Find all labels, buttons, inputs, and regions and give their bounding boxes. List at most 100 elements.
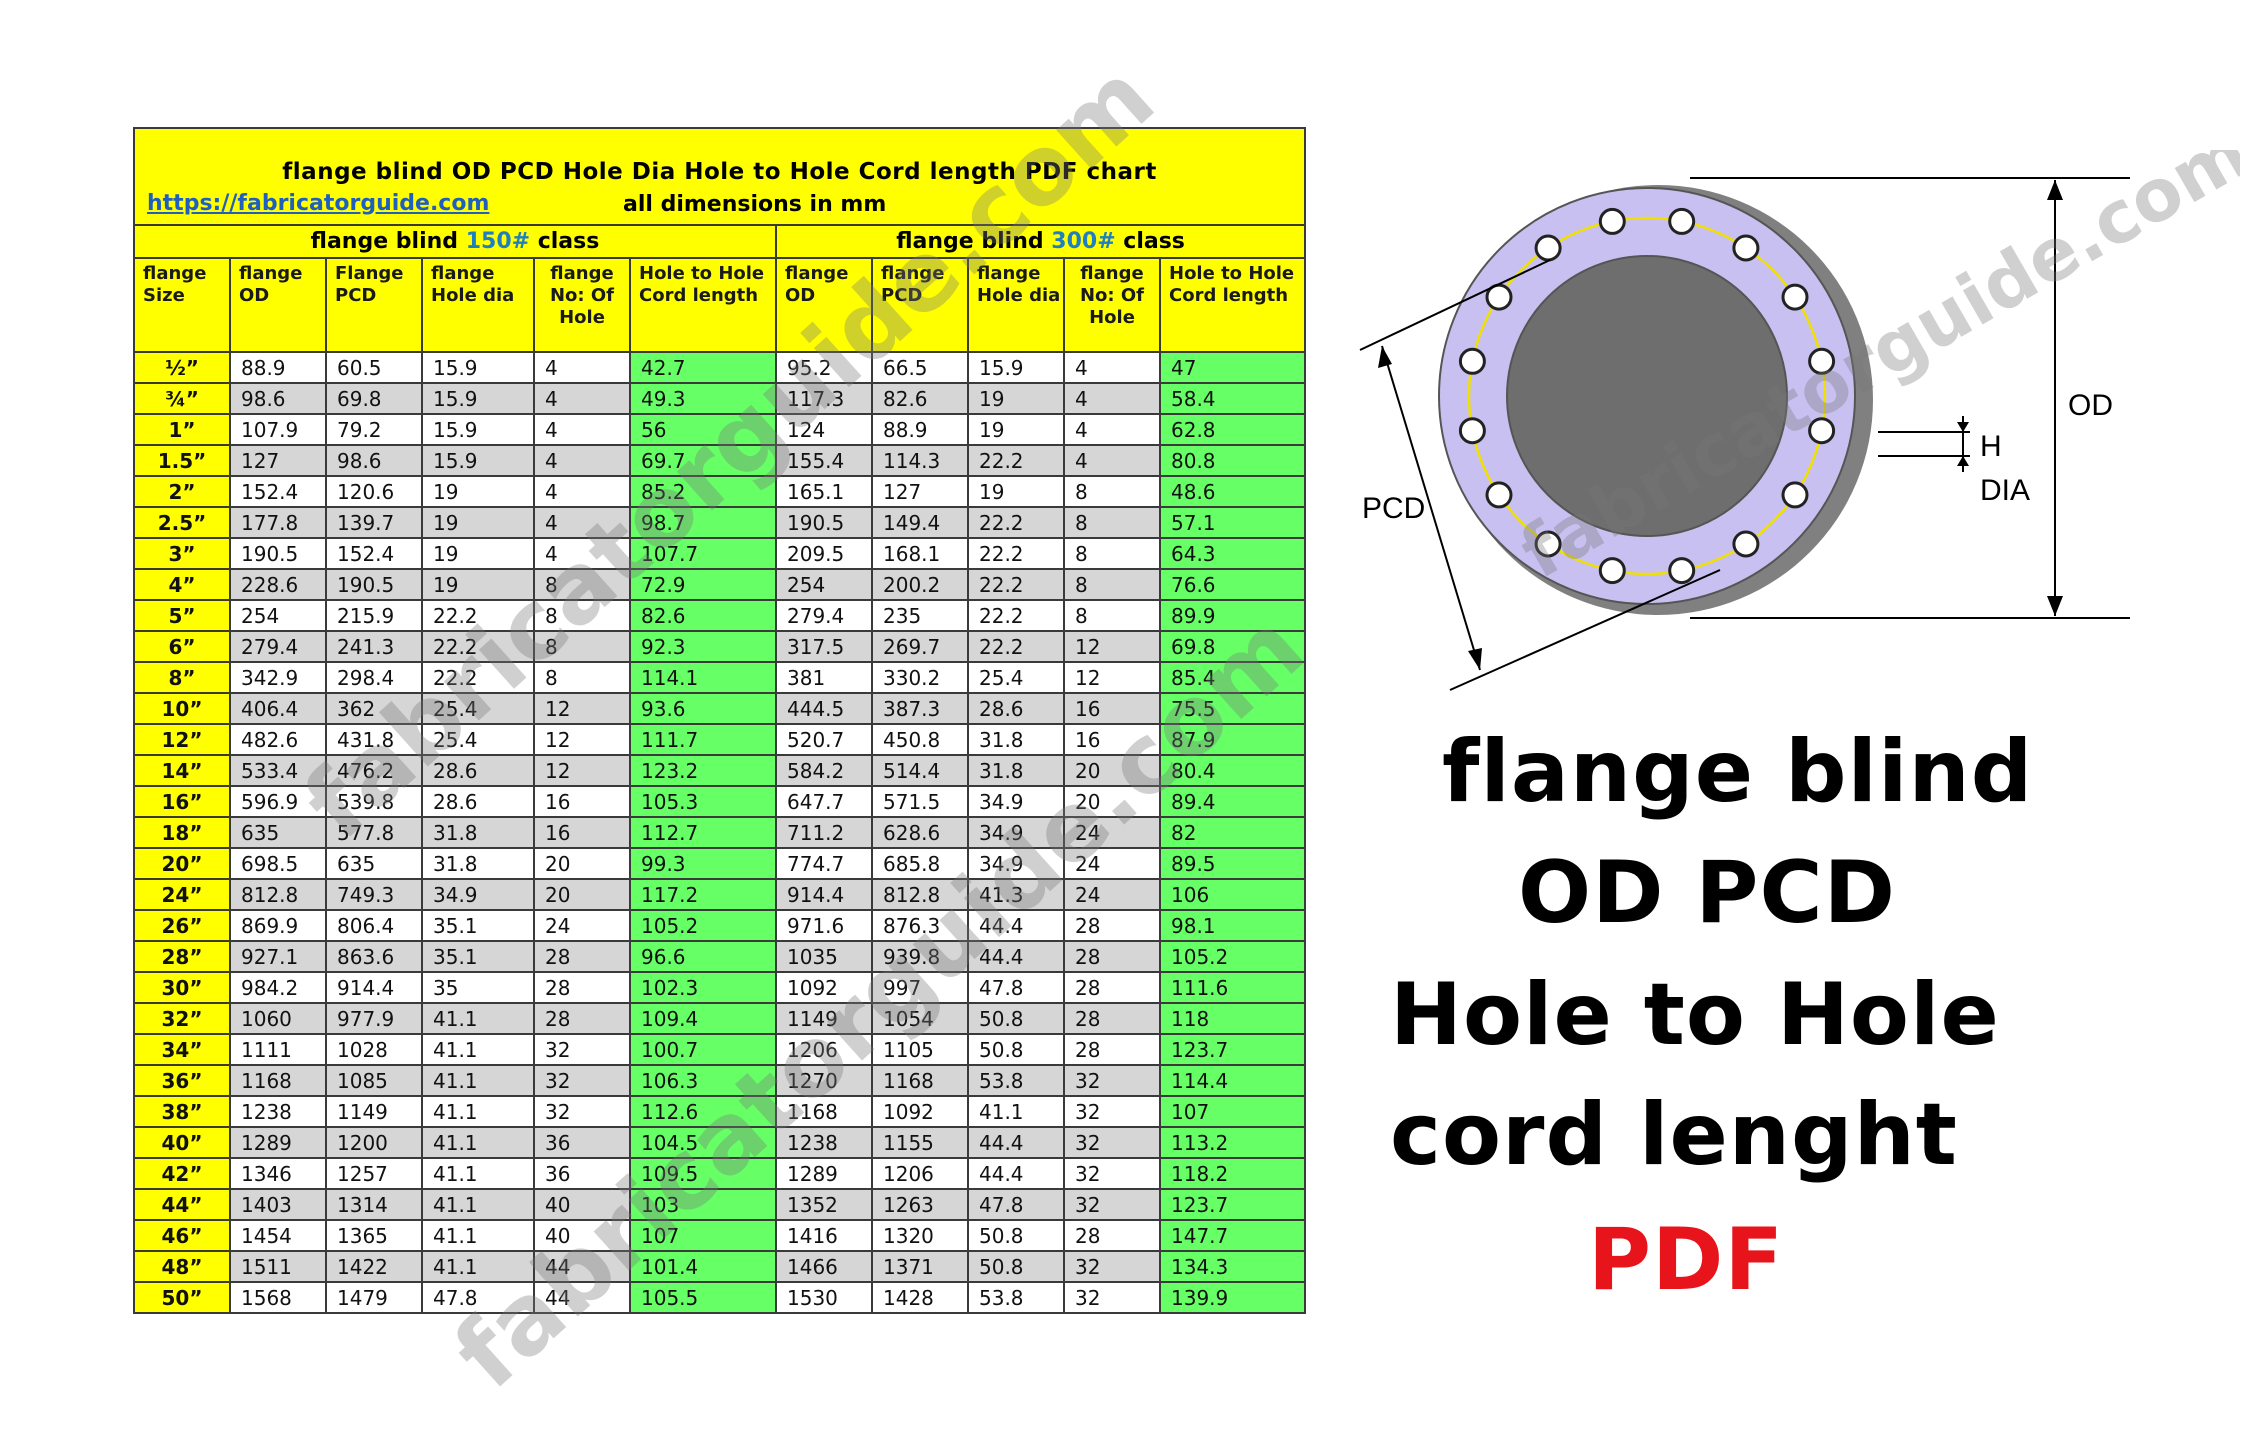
value-cell: 450.8 bbox=[871, 723, 969, 756]
value-cell: 47.8 bbox=[967, 1188, 1065, 1221]
cord-length-cell: 82.6 bbox=[629, 599, 777, 632]
value-cell: 8 bbox=[1063, 506, 1161, 539]
flange-table: flange blind OD PCD Hole Dia Hole to Hol… bbox=[132, 127, 1307, 1314]
value-cell: 1416 bbox=[775, 1219, 873, 1252]
pcd-arrow-bottom bbox=[1468, 648, 1482, 670]
cord-length-cell: 56 bbox=[629, 413, 777, 446]
value-cell: 28 bbox=[1063, 971, 1161, 1004]
value-cell: 12 bbox=[533, 723, 631, 756]
value-cell: 1168 bbox=[229, 1064, 327, 1097]
bolt-hole bbox=[1781, 481, 1809, 509]
cord-length-cell: 89.9 bbox=[1158, 599, 1307, 632]
cord-length-cell: 106 bbox=[1158, 878, 1307, 911]
value-cell: 876.3 bbox=[871, 909, 969, 942]
value-cell: 12 bbox=[533, 754, 631, 787]
value-cell: 20 bbox=[1063, 785, 1161, 818]
cord-length-cell: 98.1 bbox=[1158, 909, 1307, 942]
value-cell: 28 bbox=[1063, 940, 1161, 973]
size-cell: 16” bbox=[133, 785, 231, 818]
value-cell: 32 bbox=[533, 1064, 631, 1097]
value-cell: 28 bbox=[533, 1002, 631, 1035]
value-cell: 1263 bbox=[871, 1188, 969, 1221]
value-cell: 36 bbox=[533, 1157, 631, 1190]
cord-length-cell: 89.5 bbox=[1158, 847, 1307, 880]
table-row: 12” 482.6 431.8 25.4 12 111.7 520.7 450.8 31.8 16… bbox=[133, 723, 1307, 756]
cord-length-cell: 113.2 bbox=[1158, 1126, 1307, 1159]
value-cell: 41.1 bbox=[421, 1002, 535, 1035]
value-cell: 32 bbox=[1063, 1157, 1161, 1190]
value-cell: 50.8 bbox=[967, 1250, 1065, 1283]
bolt-hole bbox=[1485, 481, 1513, 509]
flange-center bbox=[1506, 255, 1788, 537]
value-cell: 44.4 bbox=[967, 940, 1065, 973]
value-cell: 8 bbox=[533, 630, 631, 663]
value-cell: 533.4 bbox=[229, 754, 327, 787]
chart-title-block: flange blind OD PCD Hole Dia Hole to Hol… bbox=[132, 127, 1307, 226]
value-cell: 28 bbox=[533, 971, 631, 1004]
value-cell: 41.1 bbox=[421, 1095, 535, 1128]
value-cell: 34.9 bbox=[421, 878, 535, 911]
value-cell: 28 bbox=[1063, 1033, 1161, 1066]
value-cell: 577.8 bbox=[325, 816, 423, 849]
value-cell: 1149 bbox=[325, 1095, 423, 1128]
cord-length-cell: 76.6 bbox=[1158, 568, 1307, 601]
size-cell: 44” bbox=[133, 1188, 231, 1221]
size-cell: 26” bbox=[133, 909, 231, 942]
value-cell: 298.4 bbox=[325, 661, 423, 694]
value-cell: 35 bbox=[421, 971, 535, 1004]
value-cell: 41.3 bbox=[967, 878, 1065, 911]
class-300-prefix: flange blind bbox=[896, 229, 1052, 254]
big-title-line-1: flange blind bbox=[1442, 722, 2034, 822]
cord-length-cell: 49.3 bbox=[629, 382, 777, 415]
value-cell: 4 bbox=[533, 351, 631, 384]
value-cell: 44.4 bbox=[967, 1126, 1065, 1159]
od-arrow-top bbox=[2047, 180, 2063, 200]
table-row: 2.5” 177.8 139.7 19 4 98.7 190.5 149.4 22.2 8 57.1 bbox=[133, 506, 1307, 539]
value-cell: 22.2 bbox=[967, 537, 1065, 570]
pcd-label: PCD bbox=[1362, 492, 1425, 525]
value-cell: 4 bbox=[533, 382, 631, 415]
size-cell: 14” bbox=[133, 754, 231, 787]
size-cell: 50” bbox=[133, 1281, 231, 1314]
size-cell: ¾” bbox=[133, 382, 231, 415]
bolt-hole bbox=[1598, 207, 1626, 235]
cord-length-cell: 87.9 bbox=[1158, 723, 1307, 756]
cord-length-cell: 105.3 bbox=[629, 785, 777, 818]
table-row: 30” 984.2 914.4 35 28 102.3 1092 997 47.8 28 111.6 bbox=[133, 971, 1307, 1004]
value-cell: 806.4 bbox=[325, 909, 423, 942]
value-cell: 685.8 bbox=[871, 847, 969, 880]
value-cell: 939.8 bbox=[871, 940, 969, 973]
value-cell: 571.5 bbox=[871, 785, 969, 818]
value-cell: 1346 bbox=[229, 1157, 327, 1190]
table-body: ½” 88.9 60.5 15.9 4 42.7 95.2 66.5 15.9 4 47 ¾” 98.6… bbox=[133, 351, 1307, 1314]
value-cell: 152.4 bbox=[325, 537, 423, 570]
size-cell: 8” bbox=[133, 661, 231, 694]
value-cell: 1155 bbox=[871, 1126, 969, 1159]
value-cell: 41.1 bbox=[421, 1219, 535, 1252]
pcd-arrow-top bbox=[1378, 346, 1392, 368]
value-cell: 22.2 bbox=[967, 444, 1065, 477]
cord-length-cell: 107 bbox=[629, 1219, 777, 1252]
class-300-suffix: class bbox=[1115, 229, 1185, 254]
website-link[interactable]: https://fabricatorguide.com bbox=[147, 191, 490, 216]
value-cell: 69.8 bbox=[325, 382, 423, 415]
bolt-hole bbox=[1668, 557, 1696, 585]
value-cell: 22.2 bbox=[421, 630, 535, 663]
value-cell: 66.5 bbox=[871, 351, 969, 384]
value-cell: 1422 bbox=[325, 1250, 423, 1283]
value-cell: 215.9 bbox=[325, 599, 423, 632]
value-cell: 19 bbox=[421, 537, 535, 570]
size-cell: 5” bbox=[133, 599, 231, 632]
value-cell: 40 bbox=[533, 1188, 631, 1221]
cord-length-cell: 47 bbox=[1158, 351, 1307, 384]
value-cell: 53.8 bbox=[967, 1281, 1065, 1314]
value-cell: 32 bbox=[1063, 1064, 1161, 1097]
cord-length-cell: 118.2 bbox=[1158, 1157, 1307, 1190]
value-cell: 20 bbox=[533, 878, 631, 911]
pcd-circle bbox=[1467, 216, 1827, 576]
cord-length-cell: 112.7 bbox=[629, 816, 777, 849]
value-cell: 8 bbox=[533, 661, 631, 694]
value-cell: 28.6 bbox=[421, 785, 535, 818]
value-cell: 476.2 bbox=[325, 754, 423, 787]
table-row: 4” 228.6 190.5 19 8 72.9 254 200.2 22.2 8 76.6 bbox=[133, 568, 1307, 601]
